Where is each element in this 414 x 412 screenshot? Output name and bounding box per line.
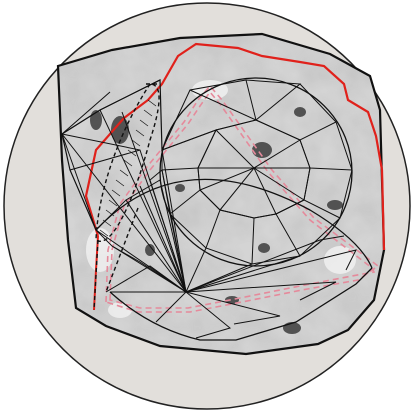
stone-outline [56, 32, 386, 356]
red-region-outline [84, 42, 386, 251]
black-dashed-girdle [93, 83, 160, 311]
girdle-hatching [99, 99, 157, 237]
faceted-cut-wireframe [61, 77, 373, 341]
pink-dashed-outline [105, 84, 380, 313]
